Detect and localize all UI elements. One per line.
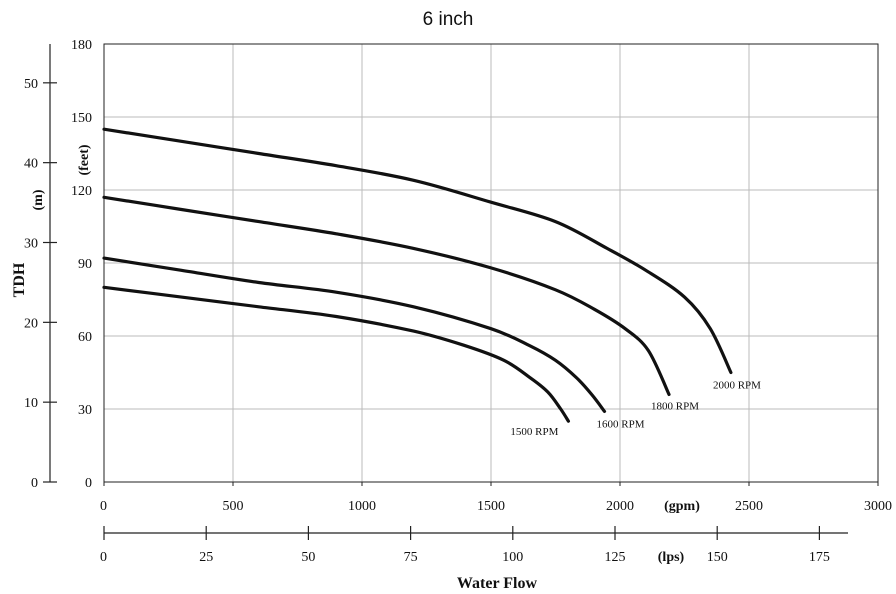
lps-tick-label: 50: [301, 550, 315, 565]
grid-lines: [104, 44, 878, 482]
feet-tick-label: 150: [71, 111, 92, 126]
gpm-tick-label: 3000: [864, 499, 892, 514]
feet-tick-label: 30: [78, 403, 92, 418]
gpm-tick-label: 2500: [735, 499, 763, 514]
x-axis-title: Water Flow: [457, 575, 538, 592]
series-label: 1600 RPM: [597, 418, 645, 430]
curve-2000-rpm: [102, 127, 733, 375]
gpm-tick-label: 2000: [606, 499, 634, 514]
series-label: 1500 RPM: [510, 426, 558, 438]
meters-unit-label: (m): [31, 189, 46, 210]
lps-tick-label: 75: [404, 550, 418, 565]
feet-tick-label: 120: [71, 184, 92, 199]
lps-unit-label: (lps): [658, 550, 685, 565]
lps-tick-label: 125: [605, 550, 626, 565]
curve-labels: 1500 RPM 1600 RPM 1800 RPM 2000 RPM: [510, 380, 761, 439]
meters-tick-label: 50: [24, 77, 38, 92]
lps-tick-label: 25: [199, 550, 213, 565]
meters-tick-label: 0: [31, 476, 38, 491]
meters-tick-label: 10: [24, 396, 38, 411]
meters-tick-label: 40: [24, 157, 38, 172]
gpm-tick-label: 500: [223, 499, 244, 514]
feet-axis: 0 30 60 90 120 150 180: [71, 38, 92, 491]
lps-tick-label: 0: [100, 550, 107, 565]
pump-curves: [102, 127, 733, 423]
lps-tick-label: 175: [809, 550, 830, 565]
series-label: 1800 RPM: [651, 400, 699, 412]
series-label: 2000 RPM: [713, 380, 761, 392]
chart-title: 6 inch: [423, 9, 474, 30]
feet-unit-label: (feet): [77, 144, 92, 175]
meters-axis: 0 10 20 30 40 50: [24, 44, 57, 491]
curve-1500-rpm: [102, 285, 570, 423]
lps-axis: 0 25 50 75 100 125 150 175: [100, 526, 848, 565]
meters-tick-label: 30: [24, 236, 38, 251]
gpm-tick-label: 0: [100, 499, 107, 514]
feet-tick-label: 60: [78, 330, 92, 345]
lps-tick-label: 150: [707, 550, 728, 565]
feet-tick-label: 180: [71, 38, 92, 53]
gpm-unit-label: (gpm): [664, 499, 700, 514]
meters-tick-label: 20: [24, 316, 38, 331]
lps-tick-label: 100: [502, 550, 523, 565]
curve-1600-rpm: [102, 256, 607, 413]
gpm-tick-label: 1500: [477, 499, 505, 514]
feet-tick-label: 0: [85, 476, 92, 491]
curve-1800-rpm: [102, 195, 671, 396]
gpm-tick-label: 1000: [348, 499, 376, 514]
y-axis-title: TDH: [11, 262, 28, 297]
gpm-axis: 0 500 1000 1500 2000 2500 3000: [100, 482, 892, 514]
feet-tick-label: 90: [78, 257, 92, 272]
